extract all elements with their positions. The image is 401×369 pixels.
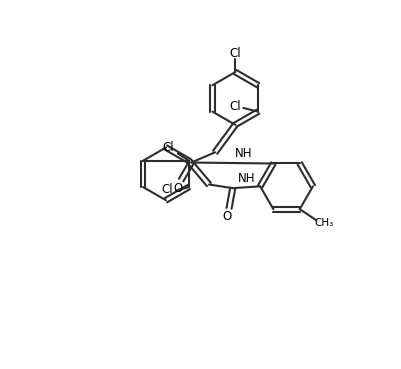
Text: CH₃: CH₃: [315, 218, 334, 228]
Text: NH: NH: [235, 147, 252, 161]
Text: Cl: Cl: [162, 183, 173, 197]
Text: Cl: Cl: [163, 141, 174, 154]
Text: O: O: [223, 210, 232, 223]
Text: Cl: Cl: [229, 46, 241, 59]
Text: Cl: Cl: [229, 100, 241, 113]
Text: O: O: [174, 182, 183, 195]
Text: NH: NH: [237, 172, 255, 185]
